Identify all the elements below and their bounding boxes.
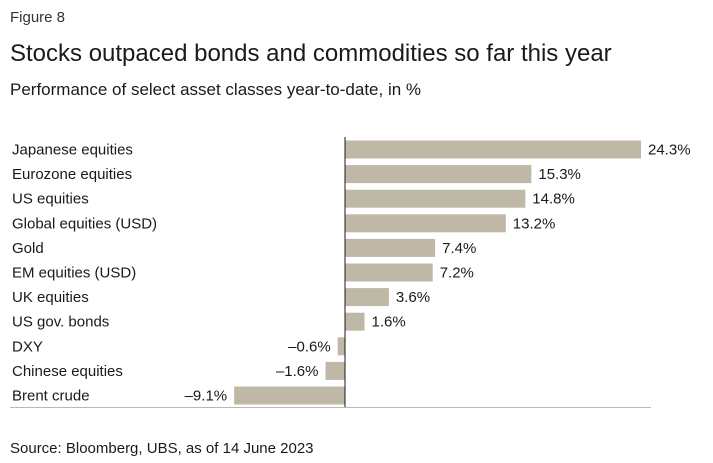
category-label: Japanese equities: [12, 142, 133, 159]
bar: [345, 214, 506, 233]
bar: [345, 288, 389, 307]
bar: [345, 165, 532, 184]
value-label: 1.6%: [371, 314, 405, 331]
value-label: –1.6%: [276, 363, 319, 380]
value-label: –9.1%: [185, 388, 228, 405]
chart-title: Stocks outpaced bonds and commodities so…: [10, 40, 612, 67]
value-label: 15.3%: [538, 166, 581, 183]
category-label: US gov. bonds: [12, 314, 109, 331]
source-note: Source: Bloomberg, UBS, as of 14 June 20…: [10, 440, 314, 457]
figure-label: Figure 8: [10, 9, 66, 26]
value-label: –0.6%: [288, 338, 331, 355]
category-labels: Japanese equities Eurozone equities US equ…: [12, 142, 157, 405]
bar: [345, 263, 433, 282]
value-label: 7.2%: [440, 265, 474, 282]
bars: [234, 140, 641, 405]
category-label: Gold: [12, 240, 44, 257]
bar: [337, 337, 345, 356]
bar: [345, 238, 436, 257]
bar: [345, 189, 526, 208]
value-label: 7.4%: [442, 240, 476, 257]
category-label: UK equities: [12, 289, 89, 306]
bar: [345, 312, 365, 331]
value-label: 14.8%: [532, 191, 575, 208]
category-label: Global equities (USD): [12, 215, 157, 232]
category-label: Brent crude: [12, 388, 90, 405]
category-label: US equities: [12, 191, 89, 208]
value-label: 13.2%: [513, 215, 556, 232]
category-label: DXY: [12, 338, 43, 355]
category-label: EM equities (USD): [12, 265, 136, 282]
category-label: Eurozone equities: [12, 166, 132, 183]
value-label: 3.6%: [396, 289, 430, 306]
bar: [234, 386, 345, 405]
value-labels: 24.3% 15.3% 14.8% 13.2% 7.4% 7.2% 3.6% 1.6% –0.6…: [185, 142, 691, 405]
bar: [325, 361, 345, 380]
chart-subtitle: Performance of select asset classes year…: [10, 80, 422, 99]
bar: [345, 140, 641, 159]
value-label: 24.3%: [648, 142, 691, 159]
category-label: Chinese equities: [12, 363, 123, 380]
